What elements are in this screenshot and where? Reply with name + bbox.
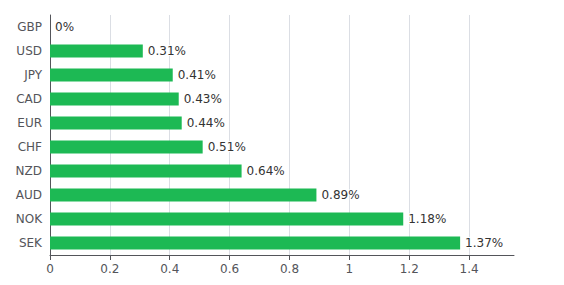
svg-text:AUD: AUD: [16, 188, 42, 202]
svg-text:GBP: GBP: [17, 20, 42, 34]
svg-text:SEK: SEK: [19, 236, 43, 250]
svg-text:0.6: 0.6: [220, 262, 239, 276]
svg-text:0.8: 0.8: [280, 262, 299, 276]
svg-text:0.41%: 0.41%: [178, 68, 216, 82]
svg-text:1.2: 1.2: [400, 262, 419, 276]
svg-text:NZD: NZD: [16, 164, 42, 178]
svg-text:CAD: CAD: [16, 92, 42, 106]
svg-text:0.43%: 0.43%: [184, 92, 222, 106]
svg-text:USD: USD: [16, 44, 42, 58]
svg-text:NOK: NOK: [16, 212, 43, 226]
svg-text:0.31%: 0.31%: [148, 44, 186, 58]
svg-text:0: 0: [46, 262, 54, 276]
svg-text:0.89%: 0.89%: [321, 188, 359, 202]
svg-text:1.37%: 1.37%: [465, 236, 503, 250]
svg-text:EUR: EUR: [17, 116, 42, 130]
svg-text:0.4: 0.4: [160, 262, 179, 276]
svg-text:0%: 0%: [55, 20, 74, 34]
svg-text:0.51%: 0.51%: [208, 140, 246, 154]
svg-text:0.2: 0.2: [100, 262, 119, 276]
svg-text:1: 1: [346, 262, 354, 276]
svg-text:0.44%: 0.44%: [187, 116, 225, 130]
svg-text:JPY: JPY: [23, 68, 43, 82]
svg-text:0.64%: 0.64%: [247, 164, 285, 178]
svg-text:CHF: CHF: [18, 140, 42, 154]
svg-text:1.18%: 1.18%: [408, 212, 446, 226]
svg-text:1.4: 1.4: [460, 262, 479, 276]
